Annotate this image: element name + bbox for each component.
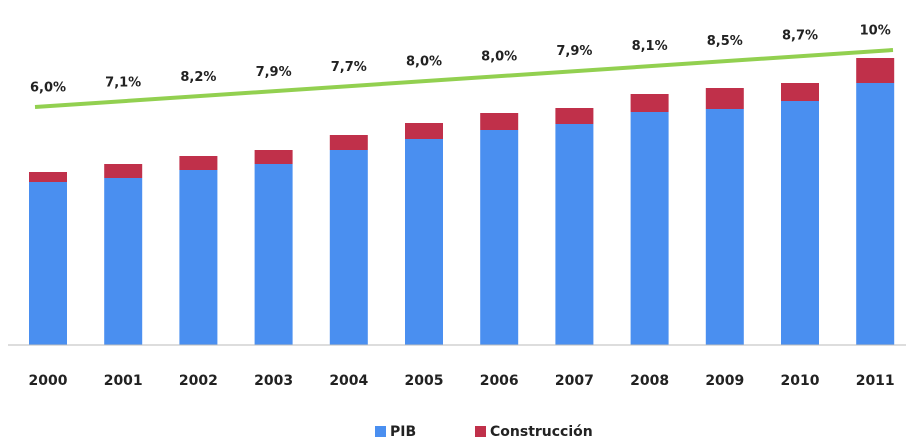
- x-tick-label: 2003: [254, 373, 293, 389]
- x-tick-label: 2010: [781, 373, 820, 389]
- share-label: 8,7%: [782, 29, 818, 44]
- bar-segment: [329, 135, 368, 150]
- x-tick-label: 2008: [630, 373, 669, 389]
- x-tick-label: 2009: [705, 373, 744, 389]
- bar-segment: [480, 113, 519, 130]
- bar-segment: [104, 164, 143, 178]
- x-tick-label: 2005: [405, 373, 444, 389]
- bar-segment: [329, 150, 368, 345]
- legend-swatch: [475, 426, 486, 437]
- share-label: 6,0%: [30, 81, 66, 96]
- bar-segment: [630, 94, 669, 112]
- x-tick-label: 2004: [329, 373, 368, 389]
- bar-segment: [705, 109, 744, 345]
- bar-segment: [555, 108, 594, 124]
- bar-segment: [856, 83, 895, 345]
- bar-segment: [781, 101, 819, 345]
- share-label: 8,2%: [180, 70, 216, 85]
- bar-segment: [179, 156, 218, 170]
- bar-segment: [29, 182, 67, 345]
- share-label: 8,1%: [632, 39, 668, 54]
- bar-segment: [405, 139, 443, 345]
- x-tick-label: 2001: [104, 373, 143, 389]
- legend-label: PIB: [390, 424, 416, 440]
- share-label: 8,0%: [406, 55, 442, 70]
- share-label: 7,1%: [105, 75, 141, 90]
- share-label: 7,7%: [331, 60, 367, 75]
- x-tick-label: 2011: [856, 373, 895, 389]
- legend-label: Construcción: [490, 424, 593, 440]
- bar-segment: [480, 130, 519, 345]
- bar-segment: [179, 170, 218, 345]
- bar-segment: [705, 88, 744, 109]
- share-label: 7,9%: [256, 65, 292, 80]
- bar-segment: [29, 172, 67, 182]
- bar-segment: [555, 124, 594, 345]
- bar-segment: [405, 123, 443, 139]
- x-tick-label: 2002: [179, 373, 218, 389]
- x-tick-label: 2007: [555, 373, 594, 389]
- bar-segment: [254, 164, 293, 345]
- bar-segment: [104, 178, 143, 345]
- trend-line: [34, 48, 894, 109]
- bar-segment: [630, 112, 669, 345]
- share-label: 7,9%: [556, 44, 592, 59]
- legend-swatch: [375, 426, 386, 437]
- share-label: 8,5%: [707, 34, 743, 49]
- x-tick-label: 2006: [480, 373, 519, 389]
- bar-segment: [254, 150, 293, 164]
- share-label: 10%: [860, 24, 891, 39]
- x-tick-label: 2000: [29, 373, 68, 389]
- bar-segment: [781, 83, 819, 101]
- share-label: 8,0%: [481, 49, 517, 64]
- bar-segment: [856, 58, 895, 83]
